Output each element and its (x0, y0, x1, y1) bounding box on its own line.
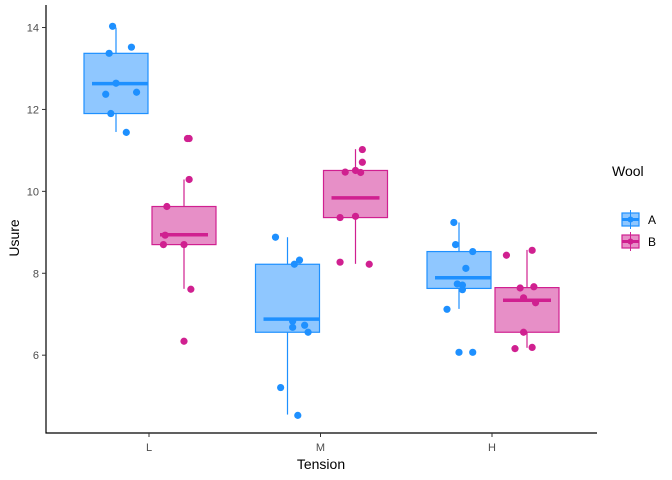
data-point (289, 317, 297, 325)
data-point (455, 348, 463, 356)
data-point (295, 256, 304, 264)
data-point (163, 202, 171, 211)
legend-label-B: B (648, 235, 656, 249)
data-point (277, 383, 285, 392)
legend-label-A: A (648, 213, 656, 227)
y-tick-label: 14 (27, 23, 39, 35)
data-point (357, 168, 365, 177)
data-point (443, 305, 451, 313)
data-point (358, 145, 366, 154)
data-point (365, 260, 373, 268)
box-A-M (254, 263, 321, 333)
data-point (351, 212, 360, 220)
x-tick-label: L (146, 442, 152, 454)
data-point (511, 345, 519, 353)
data-point (469, 348, 477, 356)
data-point (294, 411, 302, 419)
legend-key-point (627, 216, 634, 223)
data-point (127, 43, 136, 51)
data-point (516, 284, 524, 292)
data-point (528, 246, 536, 254)
data-point (451, 240, 460, 249)
data-point (107, 109, 115, 118)
y-tick-label: 10 (27, 186, 39, 198)
data-point (336, 213, 344, 222)
data-point (105, 49, 113, 57)
data-point (290, 260, 298, 268)
data-point (271, 233, 280, 241)
data-point (502, 251, 511, 259)
y-tick-label: 6 (33, 350, 39, 362)
data-point (108, 22, 117, 30)
data-point (450, 218, 458, 227)
data-point (185, 175, 193, 184)
data-point (528, 343, 536, 351)
data-point (358, 158, 366, 166)
data-point (102, 90, 110, 98)
legend-key-point (627, 238, 634, 245)
data-point (122, 128, 130, 136)
data-point (458, 286, 467, 294)
data-point (341, 168, 349, 176)
box-B-M (322, 169, 389, 219)
x-tick-label: M (316, 442, 325, 454)
legend: Wool AB (612, 163, 656, 251)
x-axis-title: Tension (297, 456, 345, 472)
box-A-H (426, 250, 492, 290)
y-axis-title: Usure (6, 219, 22, 257)
box-B-H (494, 287, 560, 333)
data-point (301, 321, 309, 329)
legend-title: Wool (612, 163, 644, 179)
y-tick-label: 12 (27, 104, 39, 116)
data-point (462, 264, 470, 272)
data-point (159, 240, 168, 249)
box-B-L (151, 205, 217, 246)
data-point (469, 247, 477, 256)
data-point (519, 294, 528, 302)
x-tick-label: H (488, 442, 496, 454)
data-point (180, 240, 188, 249)
data-point (531, 299, 540, 307)
data-point (180, 337, 188, 345)
y-axis-ticks: 6 8 10 12 14 (27, 23, 46, 362)
plot-marks (83, 22, 560, 419)
y-tick-label: 8 (33, 268, 39, 280)
data-point (304, 328, 312, 336)
data-point (289, 323, 297, 331)
data-point (519, 328, 528, 336)
data-point (132, 88, 141, 96)
data-point (187, 285, 195, 293)
data-point (530, 283, 538, 291)
data-point (161, 231, 169, 239)
data-point (185, 134, 193, 143)
data-point (112, 79, 120, 87)
data-point (336, 258, 344, 266)
